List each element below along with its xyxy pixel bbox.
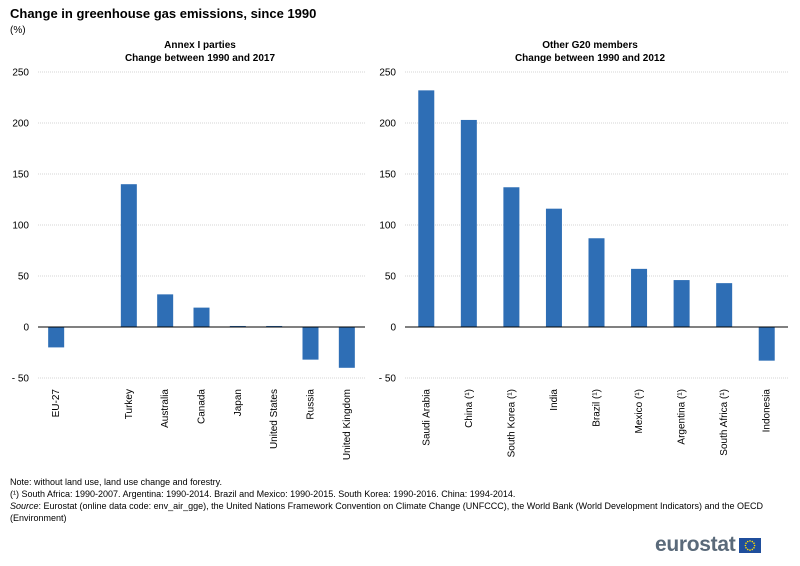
y-tick-label: 0 (390, 323, 396, 334)
notes-block: Note: without land use, land use change … (10, 476, 790, 524)
bar (48, 327, 65, 348)
panel-subtitle: Change between 1990 and 2012 (515, 53, 666, 64)
x-tick-label: South Africa (¹) (719, 389, 730, 456)
bar (758, 327, 775, 361)
eurostat-logo: eurostat (655, 533, 762, 557)
bar (631, 268, 648, 327)
unit-label: (%) (10, 25, 26, 36)
y-tick-label: 0 (23, 323, 29, 334)
note-line: Note: without land use, land use change … (10, 477, 222, 487)
source-line: Source: Eurostat (online data code: env_… (10, 500, 790, 524)
source-label: Source (10, 501, 39, 511)
x-tick-label: Argentina (¹) (677, 389, 688, 445)
x-tick-label: Indonesia (762, 389, 773, 433)
y-tick-label: - 50 (379, 374, 397, 385)
x-tick-label: China (¹) (464, 389, 475, 428)
x-tick-label: India (549, 389, 560, 411)
bar (673, 280, 690, 327)
bar (716, 283, 733, 327)
bar (460, 119, 477, 327)
y-tick-label: 250 (379, 68, 396, 79)
y-tick-label: 100 (12, 221, 29, 232)
x-tick-label: Saudi Arabia (421, 389, 432, 446)
x-tick-label: South Korea (¹) (506, 389, 517, 457)
bar (229, 325, 246, 327)
bar (266, 325, 283, 327)
bar (338, 327, 355, 368)
footnote-line: (¹) South Africa: 1990-2007. Argentina: … (10, 489, 516, 499)
bar (503, 187, 520, 327)
bar (193, 307, 210, 327)
bar (545, 208, 562, 327)
y-tick-label: 50 (385, 272, 397, 283)
x-tick-label: Japan (233, 389, 244, 416)
x-tick-label: Russia (306, 389, 317, 420)
bar (157, 294, 174, 327)
y-tick-label: 100 (379, 221, 396, 232)
x-tick-label: United States (269, 389, 280, 449)
eu-flag-icon (739, 537, 762, 553)
x-tick-label: Turkey (124, 389, 135, 419)
charts-canvas: Annex I parties Change between 1990 and 2… (12, 40, 788, 460)
x-tick-label: Mexico (¹) (634, 389, 645, 433)
y-tick-label: 50 (18, 272, 30, 283)
bar (120, 184, 137, 327)
bar (418, 90, 435, 327)
y-tick-label: 200 (12, 119, 29, 130)
x-tick-label: Brazil (¹) (592, 389, 603, 427)
x-tick-label: Canada (197, 389, 208, 424)
bar (588, 238, 605, 327)
y-tick-label: - 50 (12, 374, 30, 385)
panel-title: Annex I parties (164, 40, 236, 51)
logo-text: eurostat (655, 533, 736, 556)
source-text: : Eurostat (online data code: env_air_gg… (10, 501, 764, 523)
chart-title: Change in greenhouse gas emissions, sinc… (10, 6, 317, 21)
panel-subtitle: Change between 1990 and 2017 (125, 53, 276, 64)
x-tick-label: Australia (160, 389, 171, 428)
y-tick-label: 150 (379, 170, 396, 181)
x-tick-label: EU-27 (51, 389, 62, 418)
bar (302, 327, 319, 360)
x-tick-label: United Kingdom (342, 389, 353, 460)
y-tick-label: 250 (12, 68, 29, 79)
panel-title: Other G20 members (542, 40, 638, 51)
y-tick-label: 200 (379, 119, 396, 130)
y-tick-label: 150 (12, 170, 29, 181)
